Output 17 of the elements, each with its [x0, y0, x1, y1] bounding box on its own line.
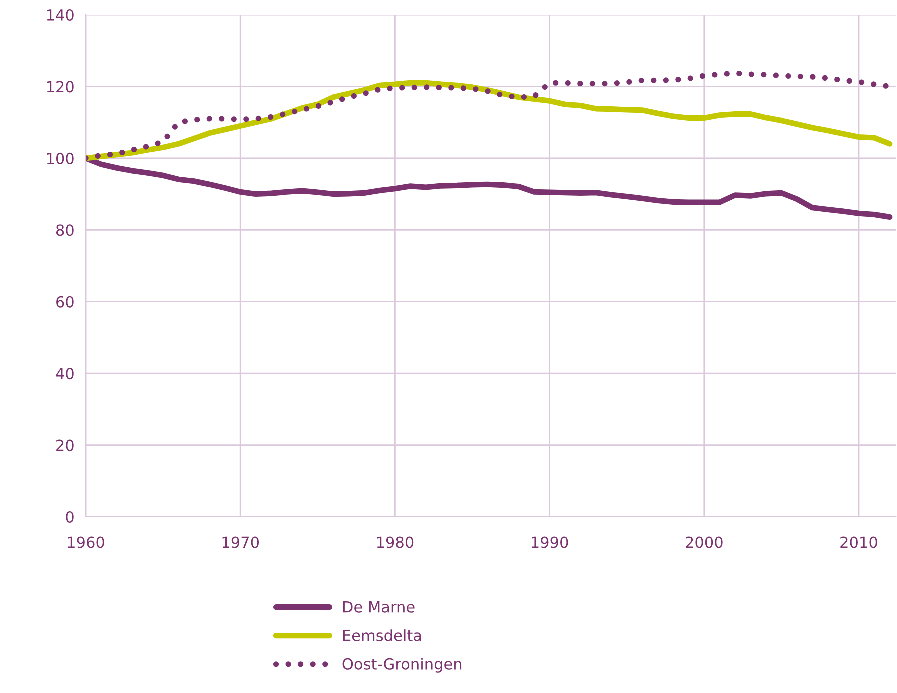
y-tick-label: 0	[66, 511, 74, 524]
x-tick-label: 1990	[532, 536, 568, 548]
y-tick-label: 20	[56, 440, 74, 452]
x-tick-label: 2010	[840, 536, 878, 548]
y-tick-label: 80	[56, 224, 74, 236]
legend-label: De Marne	[343, 602, 415, 613]
x-tick-label: 1960	[68, 536, 104, 548]
x-tick-label: 2000	[686, 536, 723, 548]
y-tick-label: 140	[47, 9, 74, 22]
legend-label: Eemsdelta	[343, 630, 422, 642]
y-tick-label: 60	[56, 296, 74, 308]
x-tick-label: 1980	[377, 536, 414, 548]
y-tick-label: 100	[47, 152, 74, 164]
y-tick-label: 120	[47, 81, 74, 93]
x-tick-label: 1970	[222, 536, 260, 548]
y-tick-label: 40	[56, 368, 74, 380]
legend-label: Oost-Groningen	[342, 658, 462, 673]
